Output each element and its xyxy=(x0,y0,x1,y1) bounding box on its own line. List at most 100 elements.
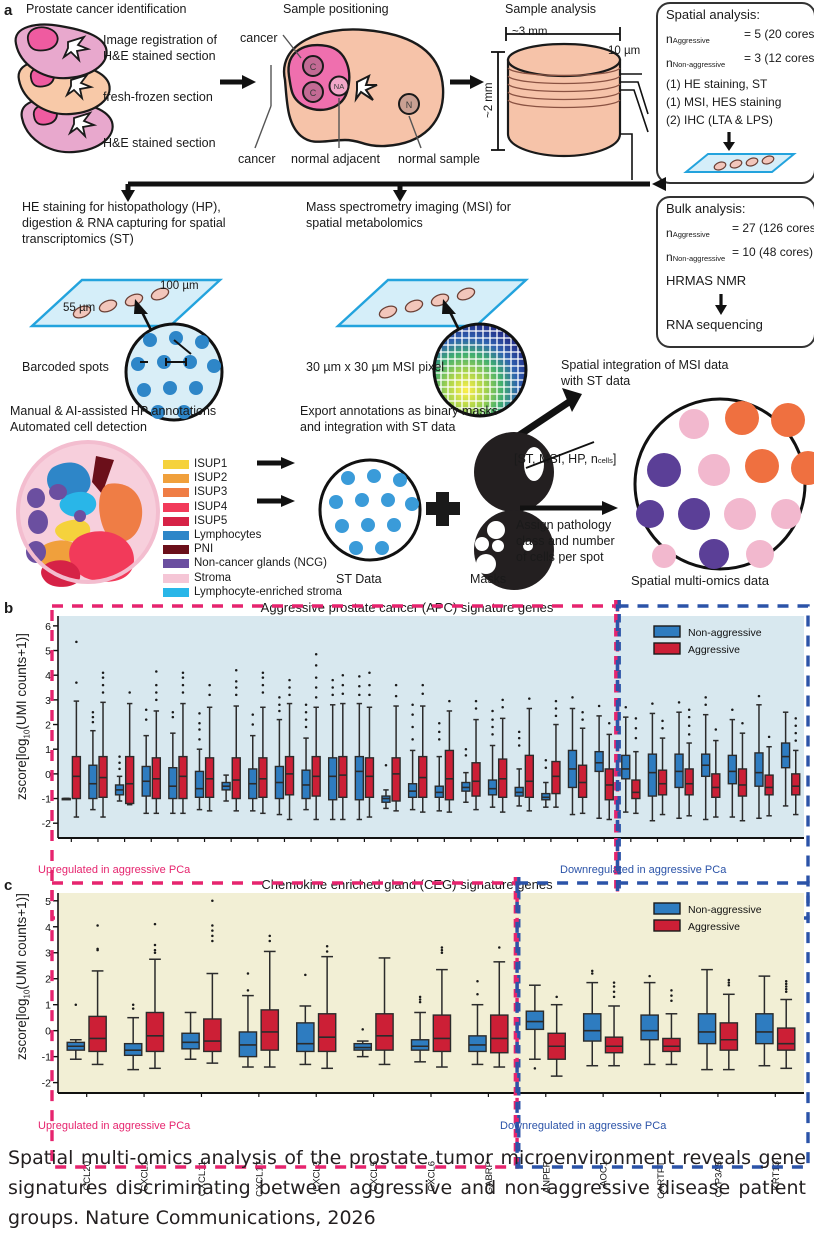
box-glyph xyxy=(640,974,659,1066)
svg-text:5: 5 xyxy=(45,646,51,658)
label-he-stained-bottom: H&E stained section xyxy=(103,136,216,150)
svg-text:1: 1 xyxy=(45,744,51,756)
box-glyph xyxy=(780,711,791,807)
export-line2: and integration with ST data xyxy=(300,420,456,434)
legend-swatch-isup4 xyxy=(163,502,189,512)
box-glyph xyxy=(354,675,365,821)
box-glyph xyxy=(114,755,125,802)
bulk-n-aggressive-sub: Aggressive xyxy=(672,230,710,239)
legend-label-lymphocytes: Lymphocytes xyxy=(194,528,262,541)
panel-a-header-identification: Prostate cancer identification xyxy=(26,2,187,16)
gene-label: KRT13 xyxy=(771,1161,782,1190)
spatial-n-aggressive-symbol: n xyxy=(666,32,673,46)
down-arrow-icon-bulk xyxy=(715,294,727,315)
box-glyph xyxy=(711,728,721,818)
panel-b-letter: b xyxy=(4,600,14,617)
box-glyph xyxy=(547,995,566,1077)
legend-label-isup1: ISUP1 xyxy=(194,458,228,470)
box-glyph xyxy=(497,698,508,813)
box-glyph xyxy=(178,671,188,815)
gene-label: CARTPT xyxy=(656,1161,667,1199)
box-glyph xyxy=(123,1003,143,1071)
box-glyph xyxy=(582,969,602,1067)
legend-label-isup5: ISUP5 xyxy=(194,514,228,527)
hp-annotation-circle xyxy=(16,440,160,587)
box-glyph xyxy=(181,1011,200,1060)
label-normal-adjacent: normal adjacent xyxy=(291,152,380,166)
box-glyph xyxy=(88,924,107,1066)
prostate-sections-diagram xyxy=(14,23,114,154)
bulk-n-aggressive-symbol: n xyxy=(666,226,673,240)
box-glyph xyxy=(66,1003,86,1060)
box-glyph xyxy=(577,710,588,815)
chart-legend: Non-aggressive Aggressive xyxy=(653,902,762,933)
legend-swatch-stroma xyxy=(163,573,189,583)
hp-annotation-legend: ISUP1 ISUP2 ISUP3 ISUP4 ISUP5 Lymphocyte… xyxy=(163,458,342,599)
legend-label-aggressive: Aggressive xyxy=(688,921,740,933)
box-glyph xyxy=(594,704,604,820)
st-slide-and-spots-diagram xyxy=(28,278,224,422)
svg-text:-1: -1 xyxy=(42,794,51,806)
box-glyph xyxy=(410,995,430,1063)
section-he-top xyxy=(14,23,108,80)
legend-label-isup2: ISUP2 xyxy=(194,472,228,485)
svg-text:4: 4 xyxy=(45,922,51,934)
legend-label-isup4: ISUP4 xyxy=(194,500,228,513)
chart-legend: Non-aggressive Aggressive xyxy=(653,625,762,656)
svg-text:C: C xyxy=(310,62,317,72)
spatial-n-nonaggressive-symbol: n xyxy=(666,56,673,70)
msi-block-line1: Mass spectrometry imaging (MSI) for xyxy=(306,200,511,214)
gene-label: CXCL6 xyxy=(427,1161,438,1192)
svg-text:NA: NA xyxy=(334,82,344,91)
box-glyph xyxy=(487,709,498,808)
box-glyph xyxy=(248,713,258,812)
label-cancer-top: cancer xyxy=(240,31,278,45)
bulk-n-nonaggressive-symbol: n xyxy=(666,250,673,264)
sample-positioning-diagram: C C NA N xyxy=(254,28,445,149)
multiomics-result-circle xyxy=(633,397,814,571)
box-glyph xyxy=(727,708,738,818)
gene-label: CXCL5 xyxy=(369,1161,380,1192)
gene-label: GABRP xyxy=(484,1161,495,1194)
spatial-method-2: (1) MSI, HES staining xyxy=(666,95,782,109)
gene-label: CXCL11 xyxy=(197,1161,208,1196)
legend-swatch-isup5 xyxy=(163,516,189,526)
box-glyph xyxy=(551,699,561,808)
box-glyph xyxy=(168,710,178,815)
panel-c-downregulated-label: Downregulated in aggressive PCa xyxy=(500,1120,667,1132)
gene-label: AOC1 xyxy=(599,1161,610,1187)
export-line1: Export annotations as binary masks xyxy=(300,404,499,418)
box-glyph xyxy=(697,968,717,1071)
legend-label-isup3: ISUP3 xyxy=(194,486,228,499)
arrow-positioning-to-analysis xyxy=(450,75,484,89)
label-image-registration-1: Image registration of xyxy=(103,33,217,47)
arrow-sections-to-positioning xyxy=(220,75,256,89)
bulk-method-hrmas: HRMAS NMR xyxy=(666,273,747,288)
flow-distribution-connector xyxy=(121,177,666,202)
panel-b-ylabel: zscore[log10(UMI counts+1)] xyxy=(14,633,32,800)
msi-pixel-label: 30 µm x 30 µm MSI pixel xyxy=(306,360,445,374)
tissue-cylinder-diagram xyxy=(491,27,649,180)
panel-c-title: Chemokine enriched gland (CEG) signature… xyxy=(261,877,553,892)
assign-line1: Assign pathology xyxy=(516,518,612,532)
figure-caption: Spatial multi-omics analysis of the pros… xyxy=(8,1147,806,1229)
spatial-analysis-box: Spatial analysis: nAggressive = 5 (20 co… xyxy=(656,2,814,184)
arrows-annotation-to-export xyxy=(257,457,295,507)
svg-text:-2: -2 xyxy=(42,818,51,830)
cylinder-height-label: ~2 mm xyxy=(483,82,495,118)
masks-label: Masks xyxy=(470,572,507,586)
gene-label: ANPEP xyxy=(541,1161,552,1193)
annotation-line2: Automated cell detection xyxy=(10,420,147,434)
box-glyph xyxy=(791,717,801,816)
box-glyph xyxy=(296,973,315,1066)
box-glyph xyxy=(231,669,241,812)
box-glyph xyxy=(71,640,82,818)
gene-label: CYP3A5 xyxy=(713,1161,724,1197)
box-glyph xyxy=(391,683,401,812)
box-glyph xyxy=(151,670,162,815)
legend-swatch-ncg xyxy=(163,559,189,569)
box-glyph xyxy=(684,708,694,817)
box-glyph xyxy=(203,899,222,1064)
barcoded-spots-label: Barcoded spots xyxy=(22,360,109,374)
bulk-analysis-box: Bulk analysis: nAggressive = 27 (126 cor… xyxy=(656,196,814,348)
